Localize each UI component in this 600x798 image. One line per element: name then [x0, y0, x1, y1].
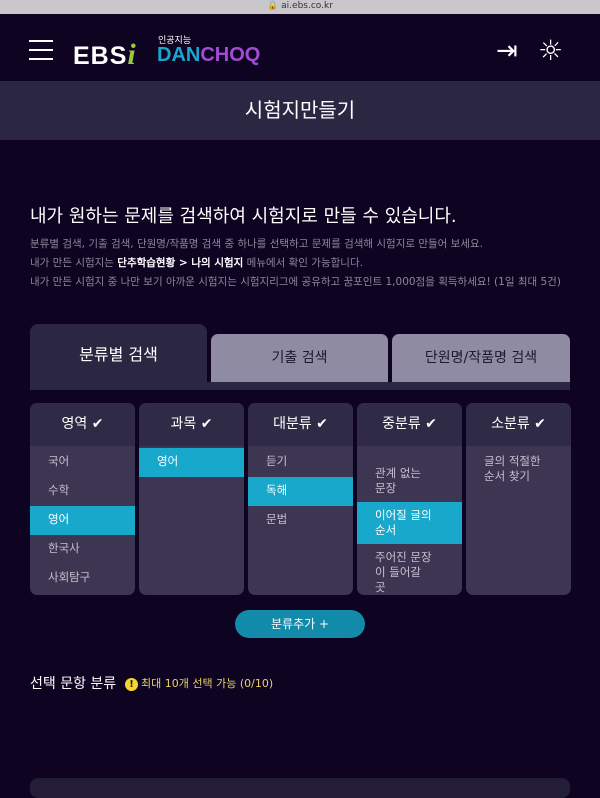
desc-line: 내가 만든 시험지 중 나만 보기 아까운 시험지는 시험지리그에 공유하고 꿈…	[30, 276, 561, 288]
chevron-down-icon: ✔	[420, 416, 437, 432]
column-label: 소분류	[491, 416, 530, 432]
list-item[interactable]: 이어질 글의 순서	[357, 502, 462, 544]
list-item[interactable]: 영어	[30, 506, 135, 535]
column-header-dropdown[interactable]: 과목 ✔	[139, 403, 244, 446]
desc-line: 내가 만든 시험지는 단추학습현황 > 나의 시험지 메뉴에서 확인 가능합니다…	[30, 257, 363, 269]
add-category-button[interactable]: 분류추가 +	[235, 610, 365, 638]
intro-heading: 내가 원하는 문제를 검색하여 시험지로 만들 수 있습니다.	[30, 206, 457, 227]
tab-category-search[interactable]: 분류별 검색	[30, 324, 207, 390]
list-item[interactable]: 사회탐구	[48, 570, 91, 584]
column-label: 대분류	[273, 416, 312, 432]
selection-limit-notice: ! 최대 10개 선택 가능 (0/10)	[125, 675, 273, 691]
warning-icon: !	[125, 678, 138, 691]
chevron-down-icon: ✔	[87, 416, 104, 432]
category-column: 영역 ✔ 국어 수학 영어 한국사 사회탐구	[30, 403, 135, 595]
list-item[interactable]: 듣기	[266, 454, 288, 468]
list-item[interactable]: 한국사	[48, 541, 80, 555]
column-header-dropdown[interactable]: 영역 ✔	[30, 403, 135, 446]
browser-url-bar[interactable]: 🔒 ai.ebs.co.kr	[0, 0, 600, 14]
menu-icon[interactable]	[29, 40, 53, 60]
tab-underline	[30, 382, 570, 390]
intro-description: 분류별 검색, 기출 검색, 단원명/작품명 검색 중 하나를 선택하고 문제를…	[30, 235, 561, 292]
list-item[interactable]: 문법	[266, 512, 288, 526]
column-list[interactable]: 영어	[139, 446, 244, 595]
logout-icon[interactable]: ⇥	[496, 36, 518, 66]
category-column: 과목 ✔ 영어	[139, 403, 244, 595]
tab-unit-title-search[interactable]: 단원명/작품명 검색	[392, 334, 570, 382]
ebs-logo[interactable]: EBSi	[73, 38, 137, 71]
list-item[interactable]: 주어진 문장이 들어갈 곳	[375, 550, 432, 594]
sun-icon[interactable]: ☼	[538, 34, 564, 67]
logo-subtitle: 인공지능	[158, 36, 192, 46]
tab-past-exam-search[interactable]: 기출 검색	[211, 334, 388, 382]
category-column: 대분류 ✔ 듣기 독해 문법	[248, 403, 353, 595]
category-column: 소분류 ✔ 글의 적절한 순서 찾기	[466, 403, 571, 595]
list-item[interactable]: 영어	[139, 448, 244, 477]
url-text: ai.ebs.co.kr	[281, 1, 333, 11]
list-item[interactable]: 관계 없는 문장	[375, 466, 421, 495]
column-label: 중분류	[382, 416, 421, 432]
top-nav: EBSi 인공지능 DANCHOQ ⇥ ☼	[0, 14, 600, 82]
column-list[interactable]: 글의 적절한 순서 찾기	[466, 446, 571, 595]
chevron-down-icon: ✔	[529, 416, 546, 432]
list-item[interactable]: 수학	[48, 483, 70, 497]
selected-category-title: 선택 문항 분류	[30, 676, 117, 692]
list-item[interactable]: 글의 적절한 순서 찾기	[484, 454, 541, 483]
list-item[interactable]: 국어	[48, 454, 70, 468]
column-label: 영역	[61, 416, 88, 432]
desc-line: 분류별 검색, 기출 검색, 단원명/작품명 검색 중 하나를 선택하고 문제를…	[30, 238, 483, 250]
column-header-dropdown[interactable]: 대분류 ✔	[248, 403, 353, 446]
chevron-down-icon: ✔	[311, 416, 328, 432]
danchoq-logo[interactable]: DANCHOQ	[157, 44, 261, 66]
chevron-down-icon: ✔	[196, 416, 213, 432]
column-label: 과목	[170, 416, 197, 432]
page-title: 시험지만들기	[0, 81, 600, 140]
column-header-dropdown[interactable]: 중분류 ✔	[357, 403, 462, 446]
column-header-dropdown[interactable]: 소분류 ✔	[466, 403, 571, 446]
list-item[interactable]: 독해	[248, 477, 353, 506]
selected-list-panel	[30, 778, 570, 798]
